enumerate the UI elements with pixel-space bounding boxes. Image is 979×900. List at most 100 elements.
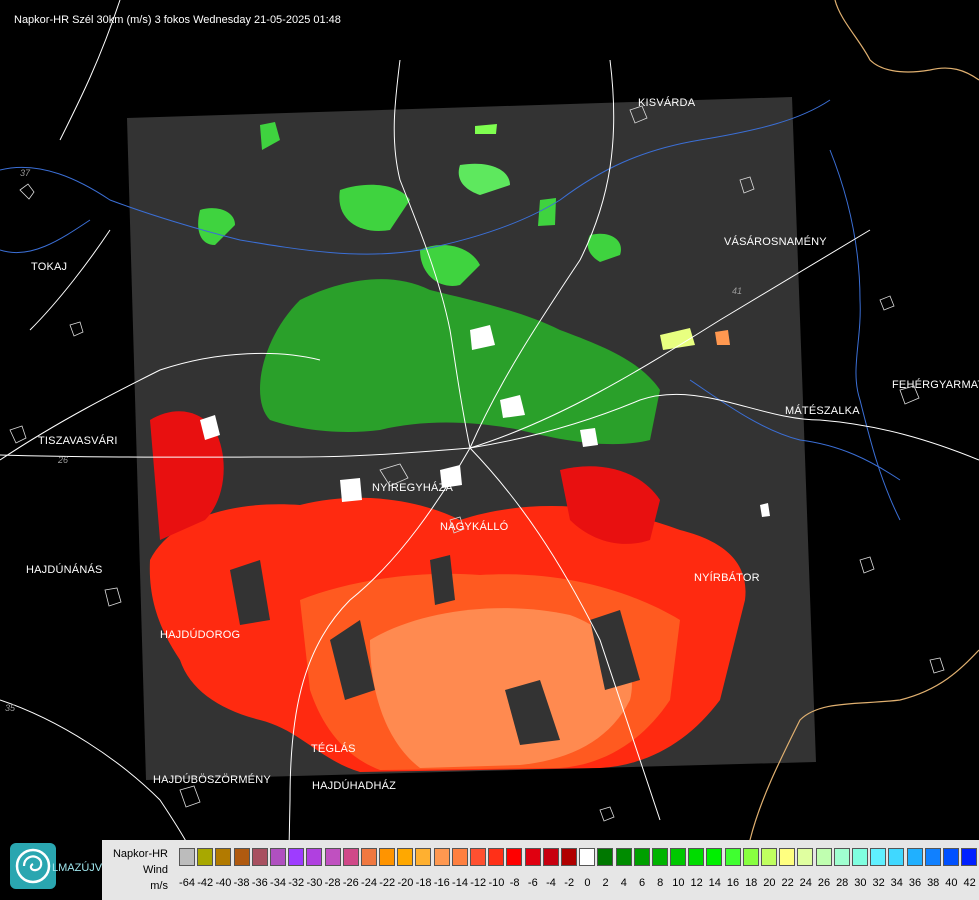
legend-tick-label: 14 bbox=[708, 877, 721, 889]
legend-tick-label: -30 bbox=[306, 877, 323, 889]
legend-swatch bbox=[269, 848, 286, 866]
legend-swatch bbox=[906, 848, 923, 866]
legend-tick-label: 34 bbox=[890, 877, 903, 889]
legend-tick-label: -18 bbox=[415, 877, 432, 889]
legend-tick-label: -4 bbox=[546, 877, 556, 889]
legend-tick-label: 16 bbox=[726, 877, 740, 889]
legend-swatch bbox=[579, 848, 596, 866]
legend-swatch bbox=[651, 848, 668, 866]
legend-swatch bbox=[797, 848, 814, 866]
legend-swatch bbox=[688, 848, 705, 866]
legend-tick-label: -22 bbox=[379, 877, 396, 889]
road-number-41: 41 bbox=[732, 286, 743, 296]
legend-swatch bbox=[724, 848, 741, 866]
legend-tick-label: -2 bbox=[564, 877, 575, 889]
rivers bbox=[0, 99, 901, 521]
legend-swatch bbox=[397, 848, 414, 866]
legend-tick-label: 30 bbox=[854, 877, 867, 889]
legend-tick-label: 18 bbox=[745, 877, 758, 889]
legend-tick-label: -26 bbox=[342, 877, 359, 889]
legend-tick-label: -10 bbox=[488, 877, 505, 889]
legend-swatch bbox=[197, 848, 214, 866]
legend-tick-label: 28 bbox=[836, 877, 849, 889]
legend-swatch bbox=[524, 848, 541, 866]
town-label-kisvarda: KISVÁRDA bbox=[638, 97, 696, 109]
town-label-vasarosnameny: VÁSÁROSNAMÉNY bbox=[724, 236, 827, 248]
legend-swatch bbox=[961, 848, 978, 866]
approaching-wind-echoes bbox=[198, 122, 770, 517]
legend-swatch bbox=[670, 848, 687, 866]
legend-swatch bbox=[470, 848, 486, 866]
legend-tick-label: -24 bbox=[361, 877, 377, 889]
legend-tick-label: 0 bbox=[584, 877, 591, 889]
road-number-37: 37 bbox=[20, 168, 31, 178]
legend-swatch bbox=[833, 848, 850, 866]
legend-tick-label: 6 bbox=[638, 877, 646, 889]
town-label-nyirbator: NYÍRBÁTOR bbox=[694, 572, 760, 584]
legend-swatch bbox=[215, 848, 232, 866]
legend-swatch bbox=[888, 848, 905, 866]
legend-panel: Napkor-HR Wind m/s -64 -42 -40 -38 -36 -34 -32… bbox=[102, 840, 979, 900]
legend-swatch bbox=[342, 848, 359, 866]
legend-tick-label: 20 bbox=[763, 877, 776, 889]
town-label-hajduboszormeny: HAJDÚBÖSZÖRMÉNY bbox=[153, 774, 271, 786]
legend-tick-labels: -64 -42 -40 -38 -36 -34 -32 -30 -28 -26 -24 -22 -20-… bbox=[179, 877, 979, 891]
town-label-fehergyarmat: FEHÉRGYARMAT bbox=[892, 379, 979, 391]
legend-swatch bbox=[379, 848, 396, 866]
legend-tick-label: 38 bbox=[927, 877, 940, 889]
legend-swatch bbox=[324, 848, 341, 866]
legend-tick-label: -6 bbox=[527, 877, 538, 889]
legend-swatch bbox=[506, 848, 523, 866]
town-label-tiszavasvari: TISZAVASVÁRI bbox=[38, 435, 118, 447]
receding-wind-echoes bbox=[149, 411, 746, 772]
legend-tick-label: -16 bbox=[433, 877, 450, 889]
legend-swatch bbox=[615, 848, 632, 866]
legend-swatch bbox=[288, 848, 305, 866]
town-label-hajduhadhaz: HAJDÚHADHÁZ bbox=[312, 780, 397, 792]
legend-tick-label: -36 bbox=[251, 877, 268, 889]
legend-tick-label: -8 bbox=[509, 877, 520, 889]
legend-unit-label: m/s bbox=[150, 880, 168, 892]
legend-tick-label: -40 bbox=[215, 877, 232, 889]
legend-swatch bbox=[433, 848, 450, 866]
legend-tick-label: 40 bbox=[945, 877, 958, 889]
legend-swatch bbox=[233, 848, 250, 866]
legend-swatch bbox=[306, 848, 323, 866]
legend-swatch bbox=[761, 848, 777, 866]
legend-swatch bbox=[451, 848, 468, 866]
legend-swatch bbox=[942, 848, 959, 866]
logo-icon bbox=[10, 843, 56, 889]
legend-swatch bbox=[706, 848, 723, 866]
town-label-teglas: TÉGLÁS bbox=[311, 743, 356, 755]
legend-tick-label: -64 bbox=[179, 877, 195, 889]
legend-tick-label: -12 bbox=[470, 877, 487, 889]
legend-tick-label: -32 bbox=[288, 877, 305, 889]
legend-color-scale bbox=[179, 848, 979, 866]
road-number-35: 35 bbox=[5, 703, 16, 713]
legend-swatch bbox=[742, 848, 759, 866]
legend-tick-label: 32 bbox=[872, 877, 885, 889]
legend-tick-label: 8 bbox=[657, 877, 664, 889]
legend-swatch bbox=[179, 848, 195, 866]
town-label-nyiregyhaza: NYÍREGYHÁZA bbox=[372, 482, 454, 494]
legend-tick-label: 36 bbox=[908, 877, 922, 889]
legend-tick-label: 12 bbox=[690, 877, 703, 889]
legend-tick-label: -20 bbox=[397, 877, 414, 889]
town-label-mateszalka: MÁTÉSZALKA bbox=[785, 405, 860, 417]
logo-text: LMAZÚJVÁR bbox=[52, 862, 118, 874]
town-label-hajdudorog: HAJDÚDOROG bbox=[160, 629, 241, 641]
legend-tick-label: -28 bbox=[324, 877, 341, 889]
legend-swatch bbox=[779, 848, 796, 866]
legend-swatch bbox=[251, 848, 268, 866]
settlement-outlines bbox=[9, 105, 945, 822]
road-number-26: 26 bbox=[58, 455, 69, 465]
legend-tick-label: -42 bbox=[197, 877, 214, 889]
legend-swatch bbox=[597, 848, 614, 866]
legend-tick-label: -14 bbox=[452, 877, 468, 889]
legend-tick-label: 22 bbox=[781, 877, 794, 889]
town-label-hajdunanas: HAJDÚNÁNÁS bbox=[26, 564, 103, 576]
town-label-nagykallo: NAGYKÁLLÓ bbox=[440, 521, 509, 533]
legend-tick-label: 4 bbox=[620, 877, 627, 889]
legend-tick-label: 42 bbox=[963, 877, 976, 889]
